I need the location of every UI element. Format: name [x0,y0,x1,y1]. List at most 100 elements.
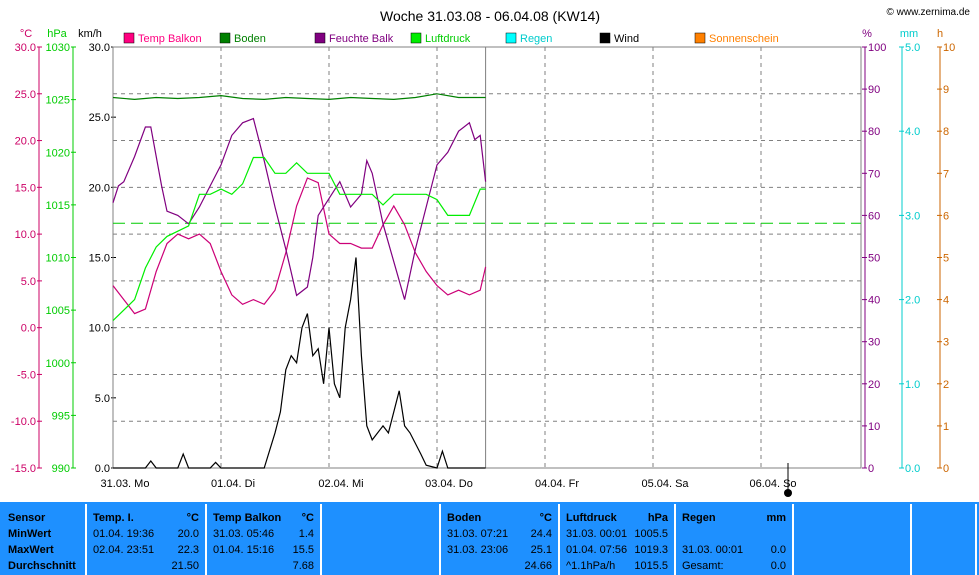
tick-label-wind: 0.0 [95,463,110,475]
stats-panel: Boden °C 31.03. 07:21 24.4 31.03. 23:06 25.1 2… [443,504,560,575]
tick-label-hum: 100 [868,42,886,54]
tick-label-sun: 9 [943,84,949,96]
tick-label-temp: 30.0 [15,42,36,54]
tick-label-rain: 4.0 [905,126,920,138]
tick-label-press: 1020 [46,147,70,159]
panel-avg-value: 21.50 [171,560,199,572]
tick-label-press: 1030 [46,42,70,54]
stats-panel: Temp. I. °C 01.04. 19:36 20.0 02.04. 23:51 22… [89,504,207,575]
unit-label-press: hPa [47,28,67,40]
legend-swatch [123,32,135,44]
legend-label: Sonnenschein [709,33,779,45]
x-tick-label: 05.04. Sa [641,478,689,490]
legend-label: Luftdruck [425,33,471,45]
stats-panel [914,504,977,575]
tick-label-wind: 25.0 [89,112,110,124]
panel-min-value: 20.0 [177,528,199,540]
panel-sensor-name: Regen [682,512,716,524]
panel-unit: °C [186,512,199,524]
stats-panel: Luftdruck hPa 31.03. 00:01 1005.5 01.04. 07:… [562,504,676,575]
tick-label-temp: -15.0 [11,463,36,475]
tick-label-rain: 0.0 [905,463,920,475]
x-axis-labels: 31.03. Mo 01.04. Di 02.04. Mi 03.04. Do 04.0… [101,463,797,497]
legend-label: Feuchte Balk [329,33,394,45]
tick-label-press: 995 [52,410,70,422]
panel-max-value: 15.5 [292,544,314,556]
panel-min-value: 24.4 [530,528,552,540]
tick-label-sun: 10 [943,42,955,54]
plot-area [112,46,862,469]
tick-label-temp: 20.0 [15,136,36,148]
chart-legend: Temp Balkon Boden Feuchte Balk Luftdruck Reg… [123,32,779,45]
axis-unit-labels: °C hPa km/h% mm h [20,28,943,40]
panel-min-time: 31.03. 00:01 [566,528,628,540]
series-line [112,156,486,322]
x-tick-label: 02.04. Mi [318,478,363,490]
unit-label-sun: h [937,28,943,40]
stats-panel: Regen mm 31.03. 00:01 0.0 Gesamt: 0.0 [678,504,794,575]
legend-swatch [314,32,326,44]
tick-label-sun: 6 [943,210,949,222]
unit-label-temp: °C [20,28,32,40]
stats-panel: Temp Balkon °C 31.03. 05:46 1.4 01.04. 15:16… [209,504,322,575]
panel-max-time: 02.04. 23:51 [93,544,155,556]
tick-label-press: 1015 [46,200,70,212]
unit-label-wind: km/h [78,28,102,40]
row-label-max: MaxWert [8,544,54,556]
tick-label-press: 990 [52,463,70,475]
right-axes: 01020304050607080901000.01.02.03.04.05.0… [862,42,955,475]
grid-lines [113,47,861,468]
weather-chart: Woche 31.03.08 - 06.04.08 (KW14) © www.z… [11,7,970,497]
tick-label-wind: 10.0 [89,323,110,335]
x-tick-label: 31.03. Mo [101,478,150,490]
tick-label-hum: 90 [868,84,880,96]
panel-avg-value: 1015.5 [634,560,668,572]
x-tick-label: 06.04. So [749,478,796,490]
series-line [113,257,486,469]
tick-label-sun: 3 [943,337,949,349]
legend-swatch [410,32,422,44]
tick-label-hum: 30 [868,337,880,349]
row-label-avg: Durchschnitt [8,560,76,572]
x-tick-label: 01.04. Di [211,478,255,490]
panel-unit: °C [301,512,314,524]
tick-label-hum: 10 [868,421,880,433]
tick-label-rain: 3.0 [905,210,920,222]
panel-max-value: 25.1 [530,544,552,556]
panel-avg-note: ^1.1hPa/h [566,560,616,572]
panel-min-time: 01.04. 19:36 [93,528,155,540]
panel-avg-value: 7.68 [292,560,314,572]
panel-sensor-name: Temp. I. [93,512,134,524]
tick-label-wind: 30.0 [89,42,110,54]
panel-max-time: 01.04. 07:56 [566,544,628,556]
legend-label: Temp Balkon [138,33,202,45]
series-line [112,93,486,101]
tick-label-temp: -5.0 [17,369,36,381]
legend-label: Boden [234,33,266,45]
tick-label-wind: 20.0 [89,182,110,194]
tick-label-sun: 0 [943,463,949,475]
tick-label-press: 1000 [46,358,70,370]
legend-label: Regen [520,33,552,45]
tick-label-temp: 15.0 [15,182,36,194]
panel-sensor-name: Luftdruck [566,512,617,524]
stats-panel [324,504,441,575]
sensor-header: Sensor [8,512,46,524]
legend-swatch [599,32,611,44]
tick-label-sun: 4 [943,295,949,307]
tick-label-wind: 5.0 [95,393,110,405]
tick-label-sun: 1 [943,421,949,433]
panel-min-value: 1.4 [298,528,314,540]
panel-max-value: 22.3 [177,544,199,556]
tick-label-sun: 8 [943,126,949,138]
panel-sensor-name: Temp Balkon [213,512,282,524]
tick-label-wind: 15.0 [89,253,110,265]
stats-panel [796,504,912,575]
panel-max-time: 01.04. 15:16 [213,544,275,556]
tick-label-hum: 40 [868,295,880,307]
unit-label-rain: mm [900,28,918,40]
tick-label-hum: 20 [868,379,880,391]
stats-labels-panel: Sensor MinWert MaxWert Durchschnitt [2,504,87,575]
chart-title: Woche 31.03.08 - 06.04.08 (KW14) [380,8,600,24]
panel-avg-value: 24.66 [524,560,552,572]
